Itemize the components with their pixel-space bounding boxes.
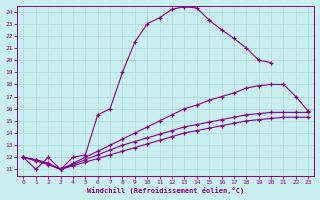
- X-axis label: Windchill (Refroidissement éolien,°C): Windchill (Refroidissement éolien,°C): [87, 187, 244, 194]
